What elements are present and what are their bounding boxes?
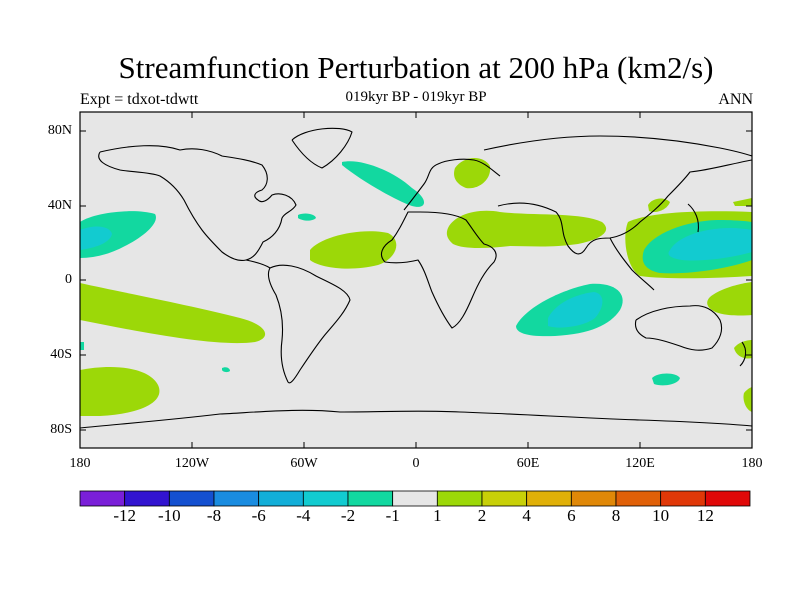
colorbar-swatch (347, 490, 394, 507)
colorbar-tick-label: 6 (567, 506, 576, 525)
colorbar-swatch (79, 490, 126, 507)
colorbar-swatch (124, 490, 170, 507)
colorbar-swatch (526, 490, 572, 507)
colorbar-tick-label: 10 (652, 506, 670, 525)
colorbar (79, 490, 751, 507)
lon-label-120e: 120E (625, 456, 655, 471)
experiment-label: Expt = tdxot-tdwtt (80, 91, 199, 108)
colorbar-swatch (570, 490, 617, 507)
colorbar-tick-label: -2 (340, 506, 356, 525)
colorbar-swatch (392, 490, 438, 507)
colorbar-tick-label: 12 (696, 506, 714, 525)
colorbar-swatch (213, 490, 260, 507)
lat-label-40s: 40S (50, 347, 72, 362)
colorbar-swatch (168, 490, 215, 507)
colorbar-tick-label: -12 (113, 506, 136, 525)
colorbar-swatch (615, 490, 662, 507)
coastlines (80, 127, 752, 429)
colorbar-tick-label: -1 (385, 506, 400, 525)
lon-label-60w: 60W (290, 456, 318, 471)
anomaly-contours (80, 157, 752, 416)
lat-label-80n: 80N (47, 123, 72, 138)
axis-ticks (80, 112, 752, 448)
colorbar-tick-label: -6 (251, 506, 266, 525)
colorbar-swatch (436, 490, 483, 507)
lon-label-180-right: 180 (741, 456, 763, 471)
colorbar-swatch (302, 490, 349, 507)
colorbar-tick-label: 8 (611, 506, 621, 525)
lon-label-180-left: 180 (69, 456, 91, 471)
colorbar-tick-label: 2 (477, 506, 487, 525)
lat-label-0: 0 (65, 272, 72, 287)
season-label: ANN (718, 91, 753, 108)
lon-label-60e: 60E (516, 456, 540, 471)
colorbar-swatch (258, 490, 304, 507)
colorbar-tick-label: 1 (433, 506, 442, 525)
subtitle: 019kyr BP - 019kyr BP (345, 89, 487, 105)
colorbar-tick-label: -8 (206, 506, 222, 525)
lat-label-80s: 80S (50, 422, 72, 437)
map-background (80, 112, 752, 448)
plot-title: Streamfunction Perturbation at 200 hPa (… (118, 50, 714, 85)
lon-label-0: 0 (412, 456, 420, 471)
colorbar-tick-label: -10 (157, 506, 181, 525)
colorbar-swatch (481, 490, 528, 507)
colorbar-swatch (660, 490, 706, 507)
colorbar-tick-label: -4 (296, 506, 311, 525)
lon-label-120w: 120W (174, 456, 210, 471)
colorbar-swatch (704, 490, 751, 507)
lat-label-40n: 40N (47, 198, 72, 213)
colorbar-tick-label: 4 (522, 506, 531, 525)
